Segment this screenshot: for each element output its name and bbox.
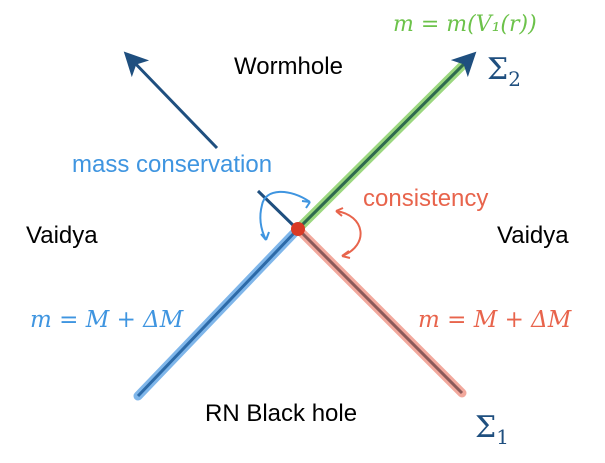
green-mass-equation: m = m(V₁(r))	[393, 12, 537, 37]
sigma2-label: Σ2	[487, 52, 521, 91]
consistency-label: consistency	[363, 185, 489, 212]
wormhole-short-segment	[256, 189, 298, 230]
wormhole-arrow-line	[123, 51, 219, 150]
vaidya-left-label: Vaidya	[26, 222, 98, 249]
mass-conservation-arrow	[259, 190, 311, 241]
vaidya-right-label: Vaidya	[497, 222, 569, 249]
sigma1-symbol: Σ	[475, 410, 497, 445]
sigma2-line	[296, 51, 477, 231]
junction-dot	[291, 222, 305, 236]
blue-mass-equation: m = M + ΔM	[30, 307, 184, 333]
sigma1-subscript: 1	[496, 425, 509, 449]
wormhole-label: Wormhole	[234, 53, 343, 80]
rn-black-hole-label: RN Black hole	[205, 400, 358, 427]
blue-core-line	[136, 227, 300, 398]
sigma2-symbol: Σ	[487, 52, 509, 87]
sigma2-subscript: 2	[508, 67, 521, 91]
mass-conservation-label: mass conservation	[72, 151, 273, 178]
red-core-line	[296, 227, 464, 395]
sigma1-label: Σ1	[475, 410, 509, 449]
consistency-arrow	[335, 210, 362, 257]
red-mass-equation: m = M + ΔM	[418, 307, 572, 333]
